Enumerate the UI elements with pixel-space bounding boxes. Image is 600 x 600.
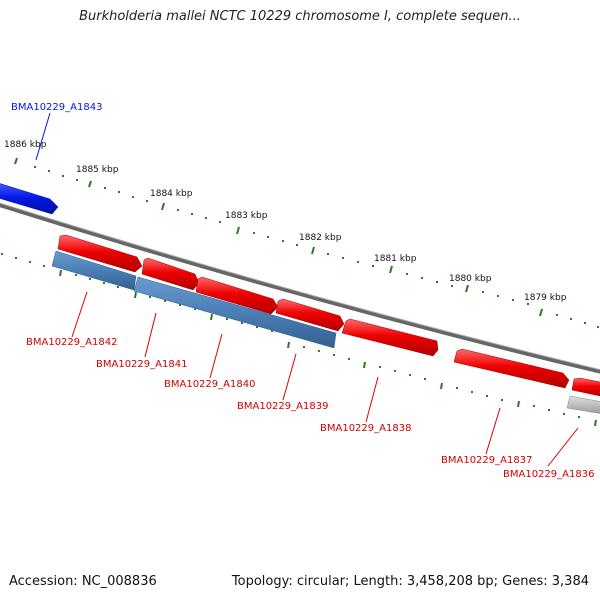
reverse-gene[interactable] (566, 395, 600, 414)
reverse-gene[interactable] (133, 276, 337, 349)
gene-label-BMA10229_A1837: BMA10229_A1837 (441, 455, 532, 466)
reverse-gene[interactable] (51, 250, 137, 291)
gene-BMA10229_A1838[interactable] (341, 318, 439, 357)
gene-BMA10229_A1836[interactable] (571, 377, 600, 397)
gene-label-BMA10229_A1836: BMA10229_A1836 (503, 469, 594, 480)
gene-label-BMA10229_A1841: BMA10229_A1841 (96, 359, 187, 370)
outer-ruler (14, 157, 599, 328)
kbp-label: 1882 kbp (299, 233, 342, 243)
genome-summary: Topology: circular; Length: 3,458,208 bp… (231, 574, 589, 589)
kbp-label: 1883 kbp (225, 211, 268, 221)
gene-BMA10229_A1842[interactable] (57, 234, 143, 273)
accession-text: Accession: NC_008836 (9, 574, 157, 589)
inner-ruler (1, 253, 597, 427)
kbp-label: 1879 kbp (524, 293, 567, 303)
gene-label-BMA10229_A1839: BMA10229_A1839 (237, 401, 328, 412)
gene-BMA10229_A1837[interactable] (453, 348, 570, 389)
leader-lines (35, 112, 579, 467)
gene-label-BMA10229_A1838: BMA10229_A1838 (320, 423, 411, 434)
kbp-label: 1886 kbp (4, 140, 47, 150)
gene-labels: BMA10229_A1843 BMA10229_A1842 BMA10229_A… (11, 102, 594, 480)
gene-label-BMA10229_A1840: BMA10229_A1840 (164, 379, 255, 390)
gene-BMA10229_A1843[interactable] (0, 182, 59, 215)
kbp-label: 1884 kbp (150, 189, 193, 199)
kbp-label: 1881 kbp (374, 254, 417, 264)
backbone (0, 202, 600, 374)
kbp-label: 1885 kbp (76, 165, 119, 175)
reverse-genes[interactable] (51, 250, 600, 414)
kbp-label: 1880 kbp (449, 274, 492, 284)
forward-genes[interactable] (0, 182, 600, 397)
gene-BMA10229_A1839[interactable] (275, 298, 345, 332)
gene-label-BMA10229_A1842: BMA10229_A1842 (26, 337, 117, 348)
kbp-labels: 1886 kbp 1885 kbp 1884 kbp 1883 kbp 1882… (4, 140, 567, 303)
map-title: Burkholderia mallei NCTC 10229 chromosom… (79, 9, 521, 24)
gene-label-BMA10229_A1843: BMA10229_A1843 (11, 102, 102, 113)
